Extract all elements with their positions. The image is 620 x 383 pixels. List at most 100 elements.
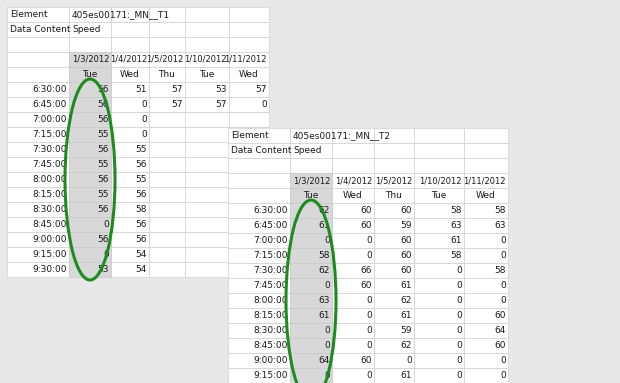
Text: 61: 61 (451, 236, 462, 245)
Bar (69, 112, 111, 127)
Text: 60: 60 (401, 206, 412, 215)
Text: 57: 57 (255, 85, 267, 94)
Bar (228, 308, 290, 323)
Text: 0: 0 (500, 296, 506, 305)
Bar (332, 353, 374, 368)
Bar (111, 157, 149, 172)
Bar (69, 187, 111, 202)
Bar (374, 353, 414, 368)
Bar (290, 173, 332, 188)
Text: 0: 0 (104, 250, 109, 259)
Text: 0: 0 (261, 100, 267, 109)
Text: 63: 63 (495, 221, 506, 230)
Bar (374, 278, 414, 293)
Text: 56: 56 (97, 100, 109, 109)
Text: 1/11/2012: 1/11/2012 (224, 55, 267, 64)
Text: 56: 56 (136, 160, 147, 169)
Bar (228, 263, 290, 278)
Bar (69, 232, 111, 247)
Bar (414, 143, 464, 158)
Text: 0: 0 (366, 311, 372, 320)
Bar (185, 187, 229, 202)
Bar (414, 368, 464, 383)
Bar (149, 7, 185, 22)
Text: 0: 0 (366, 236, 372, 245)
Bar (332, 233, 374, 248)
Bar (229, 262, 269, 277)
Bar (228, 338, 290, 353)
Bar (7, 22, 69, 37)
Bar (111, 37, 149, 52)
Text: 58: 58 (495, 266, 506, 275)
Text: 62: 62 (401, 296, 412, 305)
Bar (374, 128, 414, 143)
Text: Element: Element (231, 131, 268, 140)
Bar (149, 127, 185, 142)
Bar (290, 368, 332, 383)
Bar (332, 158, 374, 173)
Bar (7, 142, 69, 157)
Text: 55: 55 (136, 145, 147, 154)
Text: 59: 59 (401, 221, 412, 230)
Bar (414, 263, 464, 278)
Bar (185, 157, 229, 172)
Text: Wed: Wed (120, 70, 140, 79)
Text: 1/4/2012: 1/4/2012 (110, 55, 147, 64)
Bar (149, 262, 185, 277)
Bar (228, 233, 290, 248)
Bar (414, 338, 464, 353)
Bar (111, 187, 149, 202)
Bar (290, 353, 332, 368)
Bar (290, 323, 332, 338)
Bar (185, 217, 229, 232)
Text: 56: 56 (97, 145, 109, 154)
Bar (7, 127, 69, 142)
Text: 0: 0 (324, 281, 330, 290)
Bar (69, 262, 111, 277)
Bar (111, 67, 149, 82)
Bar (374, 263, 414, 278)
Bar (229, 202, 269, 217)
Text: 0: 0 (500, 236, 506, 245)
Bar (111, 22, 149, 37)
Text: Tue: Tue (303, 191, 319, 200)
Text: 0: 0 (141, 100, 147, 109)
Bar (69, 232, 111, 247)
Bar (290, 308, 332, 323)
Bar (290, 263, 332, 278)
Text: 7:30:00: 7:30:00 (254, 266, 288, 275)
Text: 1/11/2012: 1/11/2012 (464, 176, 506, 185)
Bar (149, 187, 185, 202)
Bar (290, 278, 332, 293)
Bar (185, 112, 229, 127)
Bar (229, 112, 269, 127)
Bar (290, 188, 332, 203)
Bar (149, 22, 185, 37)
Text: 0: 0 (500, 281, 506, 290)
Bar (185, 247, 229, 262)
Bar (290, 278, 332, 293)
Text: 1/10/2012: 1/10/2012 (185, 55, 227, 64)
Text: 58: 58 (451, 206, 462, 215)
Bar (69, 247, 111, 262)
Text: 60: 60 (360, 206, 372, 215)
Bar (185, 262, 229, 277)
Bar (228, 158, 290, 173)
Bar (185, 82, 229, 97)
Bar (414, 278, 464, 293)
Text: Tue: Tue (199, 70, 215, 79)
Bar (228, 128, 290, 143)
Text: 57: 57 (172, 85, 183, 94)
Bar (290, 353, 332, 368)
Bar (7, 187, 69, 202)
Text: 0: 0 (366, 326, 372, 335)
Bar (464, 233, 508, 248)
Bar (290, 323, 332, 338)
Text: 1/3/2012: 1/3/2012 (72, 55, 109, 64)
Bar (332, 263, 374, 278)
Bar (464, 248, 508, 263)
Bar (332, 143, 374, 158)
Text: 8:30:00: 8:30:00 (254, 326, 288, 335)
Text: Wed: Wed (343, 191, 363, 200)
Bar (332, 278, 374, 293)
